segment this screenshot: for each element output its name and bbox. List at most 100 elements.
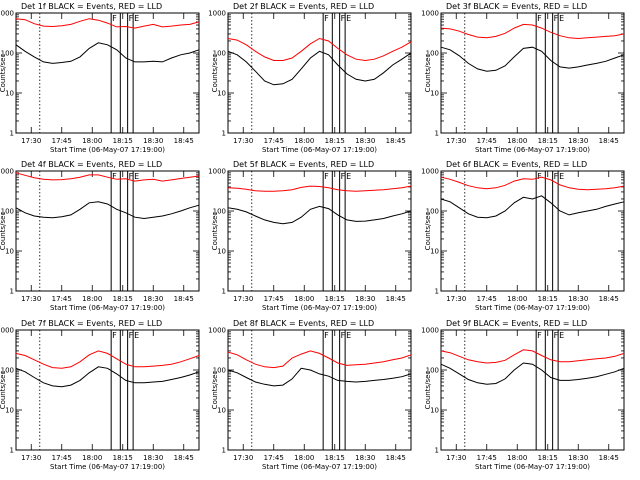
plot-frame [228, 330, 411, 450]
x-axis-label: Start Time (06-May-07 17:19:00) [262, 463, 377, 471]
series-line-events [441, 363, 624, 384]
x-tick-label: 18:45 [599, 295, 619, 303]
x-tick-label: 18:45 [386, 454, 406, 462]
y-tick-label: 1 [10, 130, 14, 138]
x-tick-label: 17:30 [233, 295, 253, 303]
y-tick-label: 1 [435, 288, 439, 296]
y-axis-label: Counts/sec [424, 371, 432, 410]
x-axis-label: Start Time (06-May-07 17:19:00) [475, 304, 590, 312]
x-tick-label: 18:00 [82, 454, 102, 462]
x-tick-label: 18:00 [294, 454, 314, 462]
panel-title: Det 3f BLACK = Events, RED = LLD [446, 2, 587, 11]
y-tick-label: 1000 [0, 10, 14, 18]
x-tick-label: 17:30 [446, 295, 466, 303]
x-tick-label: 18:15 [538, 137, 558, 145]
x-axis-label: Start Time (06-May-07 17:19:00) [262, 146, 377, 154]
panel-title: Det 2f BLACK = Events, RED = LLD [233, 2, 374, 11]
y-tick-label: 1000 [421, 168, 439, 176]
x-tick-label: 18:45 [174, 454, 194, 462]
x-tick-label: 17:45 [477, 137, 497, 145]
y-tick-label: 1000 [421, 327, 439, 335]
x-tick-label: 17:45 [264, 137, 284, 145]
plot-frame [228, 171, 411, 291]
x-tick-label: 18:30 [143, 454, 163, 462]
plot-frame [441, 13, 624, 133]
y-tick-label: 1000 [208, 327, 226, 335]
x-tick-label: 18:15 [538, 295, 558, 303]
x-axis-label: Start Time (06-May-07 17:19:00) [50, 304, 165, 312]
y-tick-label: 1 [10, 288, 14, 296]
y-tick-label: 1 [435, 130, 439, 138]
y-axis-label: Counts/sec [211, 371, 219, 410]
panel-7: Det 7f BLACK = Events, RED = LLD 1 10 100 10… [0, 319, 199, 471]
x-tick-label: 18:00 [507, 137, 527, 145]
series-line-events [228, 368, 411, 386]
series-line-lld [228, 39, 411, 61]
y-axis-label: Counts/sec [424, 54, 432, 93]
panel-title: Det 5f BLACK = Events, RED = LLD [233, 160, 374, 169]
y-tick-label: 1000 [0, 168, 14, 176]
x-tick-label: 18:00 [507, 454, 527, 462]
event-marker-label: F [112, 331, 117, 340]
x-tick-label: 18:15 [113, 295, 133, 303]
x-tick-label: 18:30 [355, 137, 375, 145]
series-line-lld [16, 173, 199, 181]
panel-8: Det 8f BLACK = Events, RED = LLD11010010… [208, 319, 411, 471]
x-tick-label: 18:15 [325, 295, 345, 303]
x-tick-label: 18:30 [143, 295, 163, 303]
x-tick-label: 18:30 [568, 454, 588, 462]
series-line-lld [441, 350, 624, 363]
event-marker-label: F [324, 172, 329, 181]
x-tick-label: 17:30 [446, 454, 466, 462]
event-marker-label: F [537, 14, 542, 23]
series-line-lld [228, 351, 411, 368]
panel-title: Det 4f BLACK = Events, RED = LLD [21, 160, 162, 169]
series-line-lld [228, 186, 411, 191]
event-marker-label: E [346, 172, 351, 181]
x-tick-label: 17:45 [52, 295, 72, 303]
event-marker-label: F [324, 331, 329, 340]
event-marker-label: F [537, 172, 542, 181]
x-tick-label: 18:45 [174, 295, 194, 303]
y-axis-label: Counts/sec [0, 371, 7, 410]
event-marker-label: E [134, 172, 139, 181]
x-tick-label: 18:30 [568, 137, 588, 145]
series-line-events [16, 43, 199, 64]
event-marker-label: E [346, 14, 351, 23]
panel-3: Det 3f BLACK = Events, RED = LLD11010010… [421, 2, 624, 154]
y-tick-label: 1 [222, 288, 226, 296]
panel-1: Det 1f BLACK = Events, RED = LLD 1 10 100 10… [0, 2, 199, 154]
x-tick-label: 18:30 [355, 295, 375, 303]
x-tick-label: 17:45 [264, 454, 284, 462]
figure: Det 1f BLACK = Events, RED = LLD11010010… [0, 0, 640, 480]
x-tick-label: 18:30 [568, 295, 588, 303]
x-tick-label: 17:30 [446, 137, 466, 145]
y-axis-label: Counts/sec [0, 212, 7, 251]
x-tick-label: 18:00 [294, 137, 314, 145]
x-tick-label: 18:45 [599, 137, 619, 145]
y-axis-label: Counts/sec [211, 212, 219, 251]
series-line-events [228, 51, 411, 85]
x-tick-label: 18:45 [174, 137, 194, 145]
panel-6: Det 6f BLACK = Events, RED = LLD 1 10 100 10… [421, 160, 624, 312]
series-line-events [441, 47, 624, 71]
x-tick-label: 18:45 [599, 454, 619, 462]
event-marker-label: E [134, 331, 139, 340]
x-tick-label: 18:45 [386, 137, 406, 145]
x-tick-label: 18:15 [113, 454, 133, 462]
event-marker-label: E [559, 331, 564, 340]
plot-frame [16, 330, 199, 450]
event-marker-label: F [537, 331, 542, 340]
panel-2: Det 2f BLACK = Events, RED = LLD11010010… [208, 2, 411, 154]
panel-title: Det 6f BLACK = Events, RED = LLD [446, 160, 587, 169]
series-line-lld [441, 24, 624, 38]
x-tick-label: 18:00 [82, 295, 102, 303]
event-marker-label: E [559, 172, 564, 181]
series-line-events [16, 202, 199, 219]
event-marker-label: F [324, 14, 329, 23]
y-axis-label: Counts/sec [424, 212, 432, 251]
y-tick-label: 1 [435, 447, 439, 455]
panel-title: Det 1f BLACK = Events, RED = LLD [21, 2, 162, 11]
series-line-events [228, 206, 411, 223]
x-tick-label: 18:15 [325, 454, 345, 462]
